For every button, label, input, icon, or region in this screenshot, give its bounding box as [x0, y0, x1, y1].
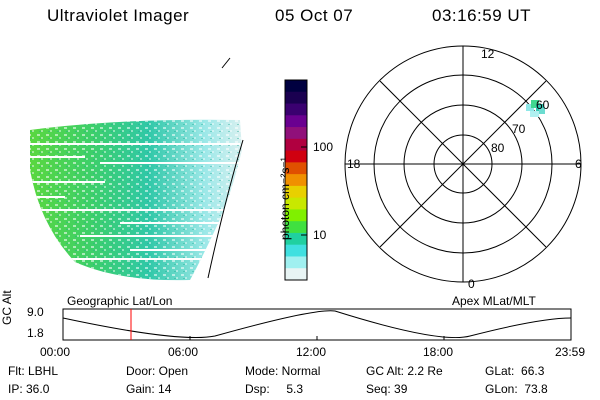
colorbar-tick-10: 10 — [313, 228, 327, 242]
colorbar-cell — [285, 174, 307, 187]
mlat-label-60: 60 — [536, 98, 550, 112]
mlt-label-18: 18 — [347, 157, 361, 171]
scan-gaps — [30, 143, 240, 260]
mlt-label-0: 0 — [468, 277, 475, 291]
info-door: Door: Open — [126, 364, 189, 378]
colorbar-cell — [285, 244, 307, 257]
mlt-label-6: 6 — [575, 157, 582, 171]
timeline-xtick-0000: 00:00 — [40, 345, 71, 359]
polar-aurora-spot — [526, 100, 545, 117]
timeline-xtick-1200: 12:00 — [296, 345, 327, 359]
colorbar-tick-100: 100 — [313, 140, 334, 154]
mlat-label-70: 70 — [512, 122, 526, 136]
colorbar-cell — [285, 232, 307, 246]
aurora-image — [30, 119, 242, 281]
colorbar-cell — [285, 150, 307, 163]
timeline-xtick-1800: 18:00 — [423, 345, 454, 359]
info-gc-alt: GC Alt: 2.2 Re — [366, 364, 443, 378]
apex-label: Apex MLat/MLT — [452, 294, 536, 308]
colorbar-cell — [285, 115, 307, 128]
timeline-xtick-0600: 06:00 — [168, 345, 199, 359]
colorbar-cell — [285, 221, 307, 234]
altitude-curve — [62, 310, 572, 339]
colorbar-cell — [285, 162, 307, 175]
info-glon: GLon: 73.8 — [485, 382, 548, 396]
mlt-label-12: 12 — [481, 47, 495, 61]
info-seq: Seq: 39 — [366, 382, 408, 396]
polar-diagonal-2 — [379, 80, 547, 248]
colorbar-cell — [285, 268, 307, 281]
colorbar-cell — [285, 256, 307, 269]
colorbar-cell — [285, 80, 307, 93]
earth-limb-line — [207, 139, 244, 279]
info-glat: GLat: 66.3 — [485, 364, 545, 378]
timeline-ytick-bottom: 1.8 — [27, 326, 44, 340]
info-dsp: Dsp: 5.3 — [245, 382, 304, 396]
timeline-ticks — [62, 336, 572, 340]
colorbar-cell — [285, 91, 307, 105]
limb-tick — [221, 57, 231, 69]
info-flt: Flt: LBHL — [8, 364, 59, 378]
colorbar-cell — [285, 127, 307, 140]
timeline-xtick-2359: 23:59 — [555, 345, 586, 359]
timeline-ylabel: GC Alt — [0, 290, 14, 325]
observation-date: 05 Oct 07 — [275, 6, 354, 25]
mlat-label-80: 80 — [491, 141, 505, 155]
colorbar-cell — [285, 103, 307, 116]
geographic-label: Geographic Lat/Lon — [67, 294, 173, 308]
observation-time: 03:16:59 UT — [432, 6, 532, 25]
colorbar-cell — [285, 209, 307, 222]
info-ip: IP: 36.0 — [8, 382, 50, 396]
info-mode: Mode: Normal — [245, 364, 321, 378]
instrument-title: Ultraviolet Imager — [47, 6, 190, 25]
colorbar-cell — [285, 185, 307, 199]
timeline-frame — [62, 308, 572, 341]
timeline-ytick-top: 9.0 — [27, 305, 44, 319]
colorbar-cell — [285, 197, 307, 210]
colorbar-cell — [285, 138, 307, 152]
info-gain: Gain: 14 — [126, 382, 172, 396]
